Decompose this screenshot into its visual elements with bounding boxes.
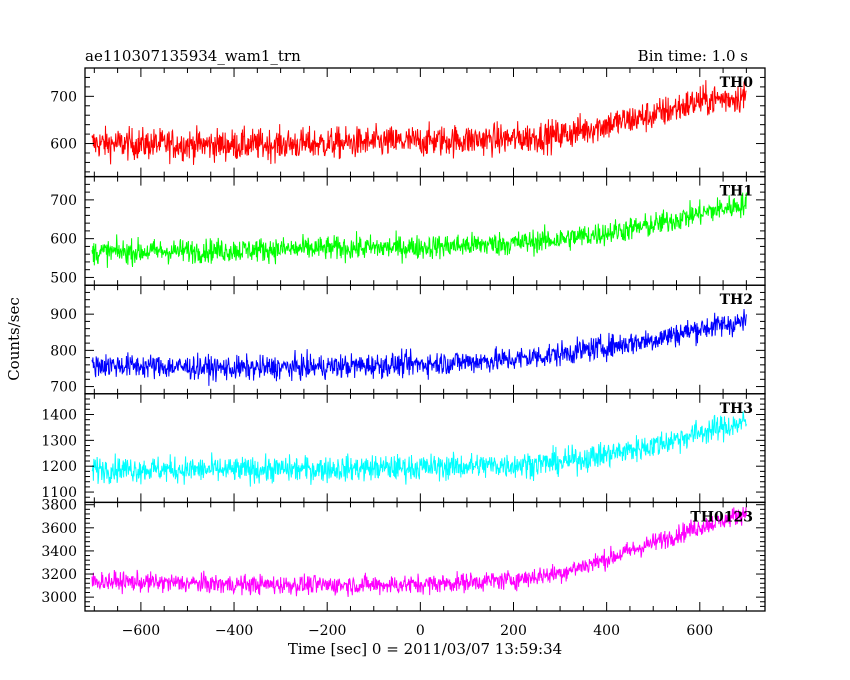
chart-title: ae110307135934_wam1_trn xyxy=(85,47,301,65)
y-tick-label: 3600 xyxy=(41,521,77,537)
panel-label-th0123: TH0123 xyxy=(690,509,753,525)
series-line-th2 xyxy=(91,309,747,386)
y-tick-label: 1100 xyxy=(41,485,77,501)
panel-label-th2: TH2 xyxy=(720,292,753,308)
y-tick-label: 1200 xyxy=(41,459,77,475)
y-axis-label: Counts/sec xyxy=(5,297,23,381)
panel-frame xyxy=(84,67,766,178)
y-tick-label: 900 xyxy=(50,307,77,323)
series-line-th3 xyxy=(91,411,747,487)
x-tick-label: 400 xyxy=(593,623,620,639)
y-tick-label: 700 xyxy=(50,380,77,396)
bin-time-label: Bin time: 1.0 s xyxy=(638,47,748,65)
panel-label-th0: TH0 xyxy=(720,75,754,91)
y-tick-label: 3800 xyxy=(41,498,77,514)
y-tick-label: 600 xyxy=(50,232,77,248)
panel-frame xyxy=(84,175,766,286)
panel-frame xyxy=(84,501,766,612)
panel-th0123: 3000 3200 3400 3600 3800 TH0123 xyxy=(41,498,766,612)
x-tick-label: 0 xyxy=(416,623,425,639)
series-line-th0 xyxy=(91,80,747,165)
panel-th1: 500 600 700 TH1 xyxy=(50,175,766,286)
x-axis-label: Time [sec] 0 = 2011/03/07 13:59:34 xyxy=(288,640,562,658)
x-tick-label: 600 xyxy=(686,623,713,639)
y-tick-label: 3200 xyxy=(41,567,77,583)
panel-th3: 1100 1200 1300 1400 TH3 xyxy=(41,393,766,504)
y-tick-label: 3000 xyxy=(41,590,77,606)
x-tick-label: −400 xyxy=(215,623,253,639)
panels-group: 600 700 TH0 500 600 700 TH1 700 800 900 TH2 1100 120… xyxy=(41,67,766,639)
y-tick-label: 3400 xyxy=(41,544,77,560)
x-tick-labels: −600 −400 −200 0 200 400 600 xyxy=(122,623,713,639)
series-line-th0123 xyxy=(91,507,747,597)
y-tick-label: 1400 xyxy=(41,407,77,423)
y-tick-label: 500 xyxy=(50,270,77,286)
y-tick-label: 800 xyxy=(50,343,77,359)
y-tick-label: 1300 xyxy=(41,433,77,449)
y-tick-label: 600 xyxy=(50,137,77,153)
y-tick-label: 700 xyxy=(50,89,77,105)
series-line-th1 xyxy=(91,192,747,268)
panel-th0: 600 700 TH0 xyxy=(50,67,766,178)
panel-th2: 700 800 900 TH2 xyxy=(50,284,766,396)
x-tick-label: 200 xyxy=(500,623,527,639)
panel-label-th1: TH1 xyxy=(720,184,753,200)
x-tick-label: −600 xyxy=(122,623,160,639)
panel-label-th3: TH3 xyxy=(720,401,753,417)
x-tick-label: −200 xyxy=(308,623,346,639)
y-tick-label: 700 xyxy=(50,193,77,209)
